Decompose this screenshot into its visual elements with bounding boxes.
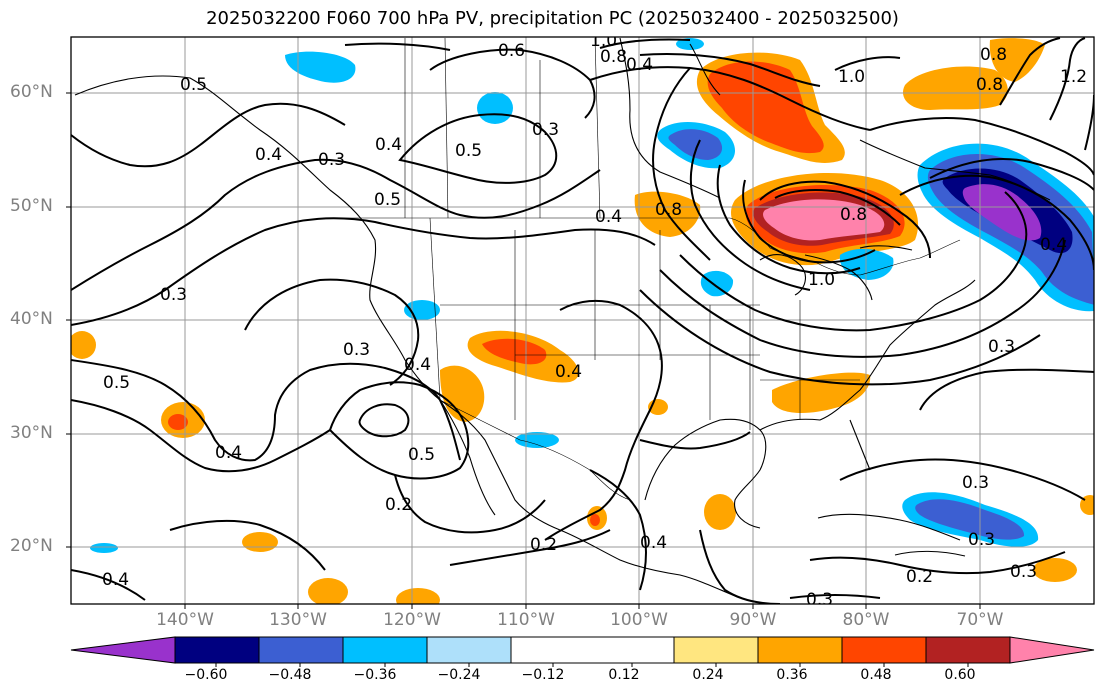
lon-label-130w: 130°W <box>269 610 327 630</box>
colorbar-label: −0.48 <box>268 667 312 683</box>
contour-label: 0.4 <box>375 135 402 155</box>
pv-contours <box>71 37 1094 604</box>
contour-label: 0.3 <box>532 120 559 140</box>
contour-label: 1.0 <box>808 270 835 290</box>
lon-label-110w: 110°W <box>497 610 555 630</box>
lon-label-80w: 80°W <box>842 610 890 630</box>
lat-label-50n: 50°N <box>10 196 53 216</box>
precip-blob <box>396 588 440 604</box>
contour-label: 0.4 <box>595 207 622 227</box>
contour-label: 0.3 <box>1010 562 1037 582</box>
contour-label: 0.4 <box>555 362 582 382</box>
contour-label: 0.4 <box>626 55 653 75</box>
contour-label: 0.3 <box>160 285 187 305</box>
lat-label-20n: 20°N <box>10 536 53 556</box>
colorbar-seg-5 <box>510 636 675 664</box>
colorbar <box>70 636 1095 667</box>
contour-label: 0.8 <box>976 75 1003 95</box>
precip-blob <box>962 184 1042 241</box>
contour-label: 0.5 <box>103 373 130 393</box>
colorbar-label: 0.48 <box>860 667 892 683</box>
colorbar-seg-10 <box>1009 636 1095 664</box>
precip-blob <box>915 499 1025 540</box>
contour-label: 1.0 <box>590 31 617 51</box>
precip-blob <box>989 38 1045 82</box>
precip-blob <box>763 199 885 241</box>
precip-blob <box>285 51 356 83</box>
lat-label-60n: 60°N <box>10 82 53 102</box>
contour-labels: 0.5 0.6 1.0 0.8 0.4 0.3 0.4 0.5 0.3 0.4 … <box>102 31 1087 610</box>
contour-label: 0.5 <box>408 445 435 465</box>
lat-label-40n: 40°N <box>10 309 53 329</box>
precip-blob <box>668 129 723 160</box>
contour-label: 0.5 <box>374 190 401 210</box>
colorbar-label: −0.12 <box>521 667 565 683</box>
contour-label: 0.2 <box>906 567 933 587</box>
colorbar-seg-7 <box>757 636 843 664</box>
lon-label-100w: 100°W <box>610 610 668 630</box>
colorbar-label: 0.36 <box>776 667 808 683</box>
lon-label-70w: 70°W <box>956 610 1004 630</box>
lon-label-120w: 120°W <box>383 610 441 630</box>
contour-label: 0.2 <box>530 535 557 555</box>
contour-label: 0.4 <box>1040 235 1067 255</box>
contour-label: 0.4 <box>404 355 431 375</box>
colorbar-seg-0 <box>70 636 176 664</box>
lat-label-30n: 30°N <box>10 423 53 443</box>
precip-blob <box>308 578 348 604</box>
map-gridlines <box>71 37 1094 604</box>
colorbar-seg-4 <box>426 636 512 664</box>
contour-label: 0.8 <box>600 47 627 67</box>
colorbar-seg-6 <box>673 636 759 664</box>
contour-label: 0.4 <box>640 533 667 553</box>
contour-label: 1.0 <box>838 67 865 87</box>
precip-blob <box>707 61 824 154</box>
contour-label: 0.3 <box>968 530 995 550</box>
contour-label: 0.4 <box>102 570 129 590</box>
contour-label: 0.3 <box>962 473 989 493</box>
precip-blob <box>168 414 188 430</box>
precip-blob <box>902 66 1008 110</box>
colorbar-seg-3 <box>342 636 428 664</box>
contour-label: 0.3 <box>988 337 1015 357</box>
precip-blob <box>590 514 600 526</box>
precip-blob <box>90 543 118 553</box>
contour-label: 0.2 <box>385 495 412 515</box>
colorbar-label: −0.24 <box>437 667 481 683</box>
contour-label: 0.5 <box>180 75 207 95</box>
colorbar-label: 0.60 <box>944 667 976 683</box>
precip-blob <box>704 494 736 530</box>
precip-blob <box>1033 558 1077 582</box>
contour-label: 0.3 <box>806 590 833 610</box>
precip-blob <box>71 331 96 359</box>
colorbar-seg-2 <box>258 636 344 664</box>
precip-blob <box>242 532 278 552</box>
colorbar-seg-9 <box>925 636 1011 664</box>
contour-label: 0.5 <box>455 141 482 161</box>
colorbar-seg-1 <box>174 636 260 664</box>
colorbar-label: 0.24 <box>692 667 724 683</box>
map-title: 2025032200 F060 700 hPa PV, precipitatio… <box>206 8 899 29</box>
contour-label: 0.8 <box>840 205 867 225</box>
axis-ticks <box>66 92 981 609</box>
contour-label: 0.8 <box>655 200 682 220</box>
lon-label-140w: 140°W <box>156 610 214 630</box>
lon-label-90w: 90°W <box>729 610 777 630</box>
contour-label: 0.3 <box>318 150 345 170</box>
contour-label: 0.4 <box>215 443 242 463</box>
contour-label: 0.4 <box>255 145 282 165</box>
precip-blob <box>477 92 513 124</box>
contour-label: 0.8 <box>980 45 1007 65</box>
colorbar-seg-8 <box>841 636 927 664</box>
colorbar-label: −0.36 <box>353 667 397 683</box>
colorbar-label: −0.60 <box>184 667 228 683</box>
precip-blob <box>482 338 547 365</box>
contour-label: 0.3 <box>343 340 370 360</box>
contour-label: 1.2 <box>1060 67 1087 87</box>
contour-label: 0.6 <box>498 41 525 61</box>
precip-blob <box>700 270 734 297</box>
colorbar-label: 0.12 <box>608 667 640 683</box>
